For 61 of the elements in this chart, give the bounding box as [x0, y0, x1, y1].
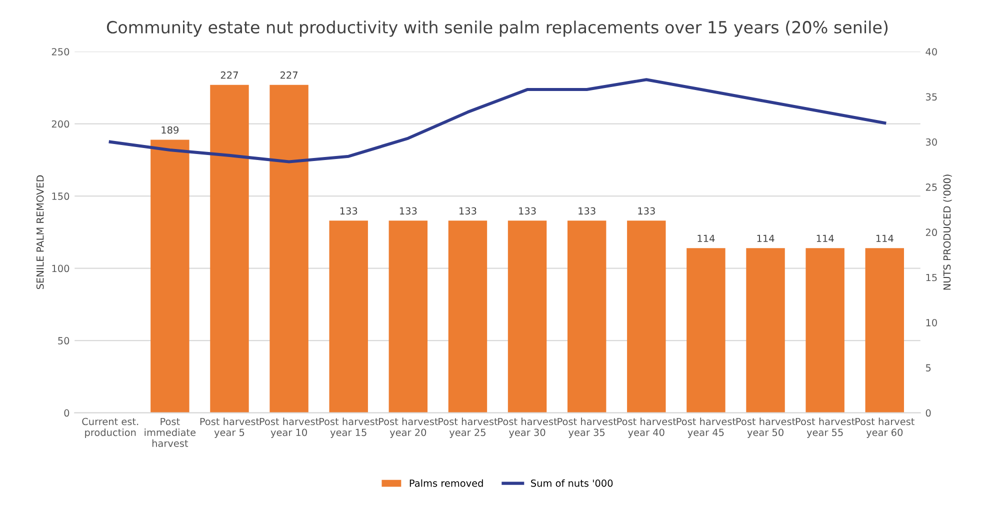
- y2-tick-label: 5: [926, 364, 931, 372]
- chart-title: Community estate nut productivity with senile palm replacements over 15 years (20% senile): [106, 20, 888, 37]
- x-tick-label: Post harvest year 30: [498, 418, 558, 438]
- y2-tick-label: 40: [926, 48, 937, 56]
- bar: [329, 220, 368, 413]
- bar: [388, 220, 428, 413]
- data-label: 133: [578, 207, 596, 215]
- data-label: 133: [340, 207, 358, 215]
- data-label: 114: [698, 234, 715, 242]
- data-label: 133: [400, 207, 417, 215]
- data-label: 114: [876, 234, 894, 242]
- bar: [746, 248, 785, 413]
- y-tick-label: 200: [52, 120, 70, 128]
- data-label: 114: [816, 234, 834, 242]
- x-tick-label: Post harvest year 40: [617, 418, 676, 438]
- y2-tick-label: 0: [926, 409, 931, 417]
- data-label: 133: [460, 207, 476, 215]
- bar: [210, 84, 249, 413]
- x-tick-label: Post harvest year 45: [676, 418, 736, 438]
- x-tick-label: Post harvest year 5: [200, 418, 260, 438]
- bar: [270, 84, 308, 413]
- legend-label: Palms removed: [410, 479, 483, 487]
- bar: [150, 140, 190, 413]
- bar: [508, 220, 547, 413]
- line-series: [108, 78, 886, 164]
- y2-tick-label: 30: [926, 138, 937, 146]
- bar: [806, 248, 844, 413]
- x-tick-label: Current est. production: [82, 418, 138, 438]
- data-label: 227: [280, 71, 298, 79]
- y-axis-title: SENILE PALM REMOVED: [36, 175, 44, 290]
- x-tick-label: Post harvest year 15: [319, 418, 378, 438]
- bar: [567, 220, 606, 413]
- bar: [686, 248, 726, 413]
- x-tick-label: Post harvest year 60: [856, 418, 914, 438]
- data-label: 133: [638, 207, 655, 215]
- y-tick-label: 150: [52, 192, 70, 200]
- y2-tick-label: 25: [926, 184, 937, 191]
- y2-tick-label: 15: [926, 274, 937, 282]
- x-tick-label: Post harvest year 20: [379, 418, 438, 438]
- data-label: 133: [519, 207, 536, 215]
- y2-tick-label: 10: [926, 318, 937, 326]
- y-tick-label: 0: [64, 409, 70, 417]
- data-label: 114: [757, 234, 774, 242]
- x-tick-label: Post harvest year 25: [438, 418, 498, 438]
- bar: [865, 248, 904, 413]
- x-tick-label: Post immediate harvest: [144, 418, 196, 447]
- y-tick-label: 250: [52, 48, 70, 56]
- data-label: 189: [162, 126, 179, 134]
- x-tick-label: Post harvest year 55: [796, 418, 855, 438]
- y2-axis-title: NUTS PRODUCED ('000): [943, 174, 952, 290]
- bar: [448, 220, 488, 413]
- y2-tick-label: 35: [926, 93, 937, 101]
- y-tick-label: 50: [58, 337, 70, 344]
- x-tick-label: Post harvest year 35: [558, 418, 617, 438]
- x-tick-label: Post harvest year 50: [736, 418, 796, 438]
- x-tick-label: Post harvest year 10: [260, 418, 319, 438]
- bar: [627, 220, 666, 413]
- data-label: 227: [220, 71, 238, 79]
- y2-tick-label: 20: [926, 228, 937, 236]
- legend-label: Sum of nuts '000: [531, 479, 613, 487]
- y-tick-label: 100: [52, 264, 70, 272]
